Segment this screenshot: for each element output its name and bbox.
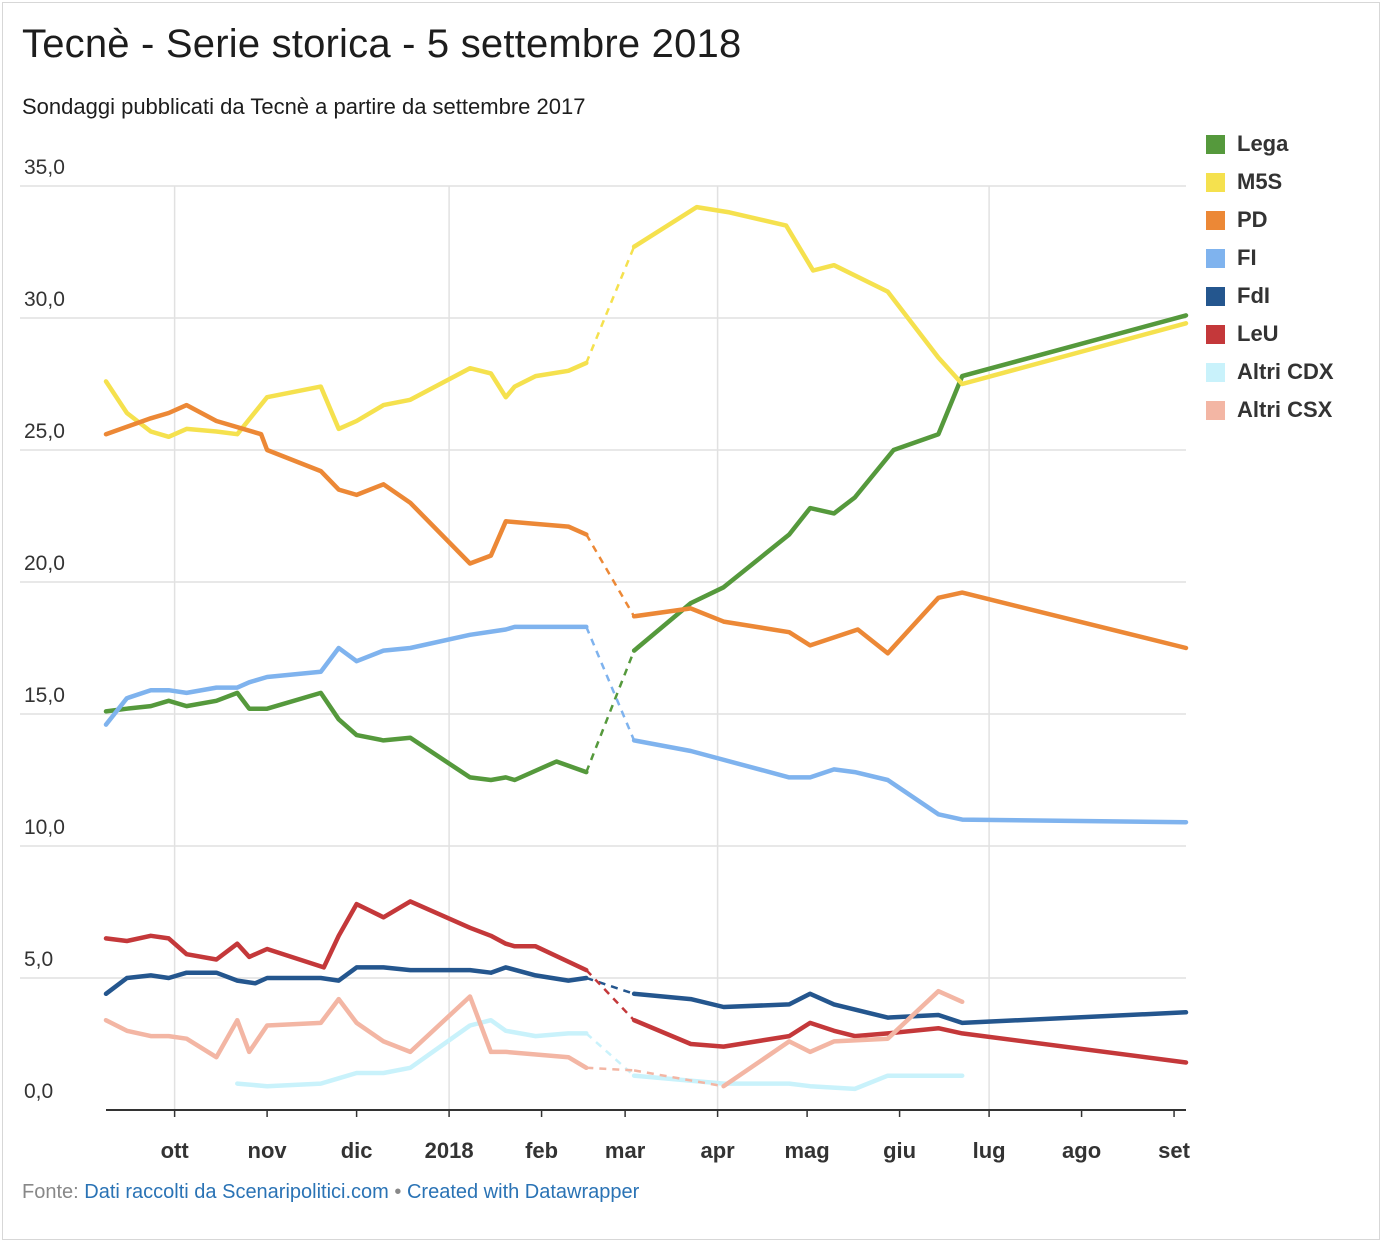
series-fdi (103, 965, 1189, 1026)
series-line-fdi (631, 991, 1189, 1026)
x-tick-label: mar (605, 1138, 646, 1163)
x-tick-label: lug (973, 1138, 1006, 1163)
series-line-fdi (103, 965, 589, 997)
legend-label: Lega (1237, 131, 1289, 156)
series-gap-altri-csx (633, 1069, 724, 1088)
legend-item-lega: Lega (1206, 125, 1376, 163)
series-line-fi (103, 624, 589, 727)
x-tick-label: mag (784, 1138, 829, 1163)
legend-label: LeU (1237, 321, 1279, 346)
series-line-lega (631, 313, 1189, 653)
y-tick-label: 10,0 (24, 816, 65, 839)
legend-label: Altri CSX (1237, 397, 1333, 422)
footer: Fonte: Dati raccolti da Scenaripolitici.… (22, 1181, 639, 1204)
x-tick-label: ott (161, 1138, 190, 1163)
y-tick-label: 35,0 (24, 156, 65, 179)
legend-label: FdI (1237, 283, 1270, 308)
y-tick-label: 15,0 (24, 684, 65, 707)
legend-swatch (1206, 248, 1225, 268)
legend-item-altri-csx: Altri CSX (1206, 391, 1376, 429)
series-pd (103, 402, 1189, 656)
series-line-altri-cdx (631, 1073, 965, 1092)
legend-swatch (1206, 362, 1225, 382)
legend-label: M5S (1237, 169, 1283, 194)
legend-swatch (1206, 286, 1225, 306)
series-line-m5s (103, 360, 589, 440)
series-gap-leu (585, 969, 635, 1022)
legend-item-pd: PD (1206, 201, 1376, 239)
legend-item-altri-cdx: Altri CDX (1206, 353, 1376, 391)
series-line-leu (103, 899, 589, 973)
x-tick-label: set (1158, 1138, 1190, 1163)
legend-label: FI (1237, 245, 1257, 270)
grid-lines (20, 185, 1186, 1110)
series-line-pd (103, 402, 589, 566)
chart-subtitle: Sondaggi pubblicati da Tecnè a partire d… (22, 94, 586, 119)
series-line-altri-csx (721, 988, 965, 1089)
series-line-altri-cdx (235, 1017, 589, 1089)
footer-separator: • (394, 1181, 402, 1203)
legend-swatch (1206, 324, 1225, 344)
series-line-altri-csx (103, 994, 589, 1071)
series-fi (103, 624, 1189, 825)
series-line-lega (103, 690, 589, 783)
y-tick-label: 25,0 (24, 420, 65, 443)
series-altri-cdx (235, 1017, 965, 1092)
x-tick-label: nov (248, 1138, 288, 1163)
x-tick-label: giu (883, 1138, 916, 1163)
series-gap-m5s (585, 246, 636, 364)
legend-item-leu: LeU (1206, 315, 1376, 353)
legend-swatch (1206, 134, 1225, 154)
series-line-fi (631, 738, 1189, 825)
x-tick-label: feb (525, 1138, 558, 1163)
x-tick-label: apr (700, 1138, 735, 1163)
chart-title: Tecnè - Serie storica - 5 settembre 2018 (22, 22, 742, 66)
series-gap-altri-csx (586, 1066, 635, 1072)
legend-item-fdi: FdI (1206, 277, 1376, 315)
y-tick-label: 5,0 (24, 948, 53, 971)
source-link[interactable]: Dati raccolti da Scenaripolitici.com (84, 1181, 389, 1203)
series-line-leu (631, 1017, 1189, 1065)
series-gap-fi (585, 626, 636, 741)
source-label: Fonte: (22, 1181, 79, 1203)
legend-label: PD (1237, 207, 1268, 232)
series-gap-fdi (585, 976, 635, 996)
x-tick-label: 2018 (425, 1138, 474, 1163)
y-tick-label: 20,0 (24, 552, 65, 575)
legend-item-m5s: M5S (1206, 163, 1376, 201)
legend-swatch (1206, 172, 1225, 192)
series-line-m5s (631, 204, 1189, 387)
y-tick-label: 0,0 (24, 1080, 53, 1103)
legend-swatch (1206, 210, 1225, 230)
x-tick-label: dic (341, 1138, 373, 1163)
series-altri-csx (103, 988, 965, 1089)
series-lines (103, 204, 1189, 1092)
x-axis-ticks: ott nov dic 2018 feb mar apr mag giu lug ago set (161, 1110, 1191, 1163)
datawrapper-link[interactable]: Created with Datawrapper (406, 1181, 640, 1203)
series-m5s (103, 204, 1189, 440)
x-tick-label: ago (1062, 1138, 1101, 1163)
legend-label: Altri CDX (1237, 359, 1334, 384)
legend: Lega M5S PD FI FdI LeU Altri CDX Altri CSX (1206, 125, 1376, 429)
legend-swatch (1206, 400, 1225, 420)
series-leu (103, 899, 1189, 1065)
legend-item-fi: FI (1206, 239, 1376, 277)
series-gap-altri-cdx (585, 1032, 635, 1077)
y-axis-ticks: 0,0 5,0 10,0 15,0 20,0 25,0 30,0 35,0 (24, 156, 65, 1103)
series-gap-pd (585, 533, 636, 617)
series-line-pd (631, 590, 1189, 656)
series-lega (103, 313, 1189, 783)
series-gap-lega (585, 650, 636, 773)
y-tick-label: 30,0 (24, 288, 65, 311)
